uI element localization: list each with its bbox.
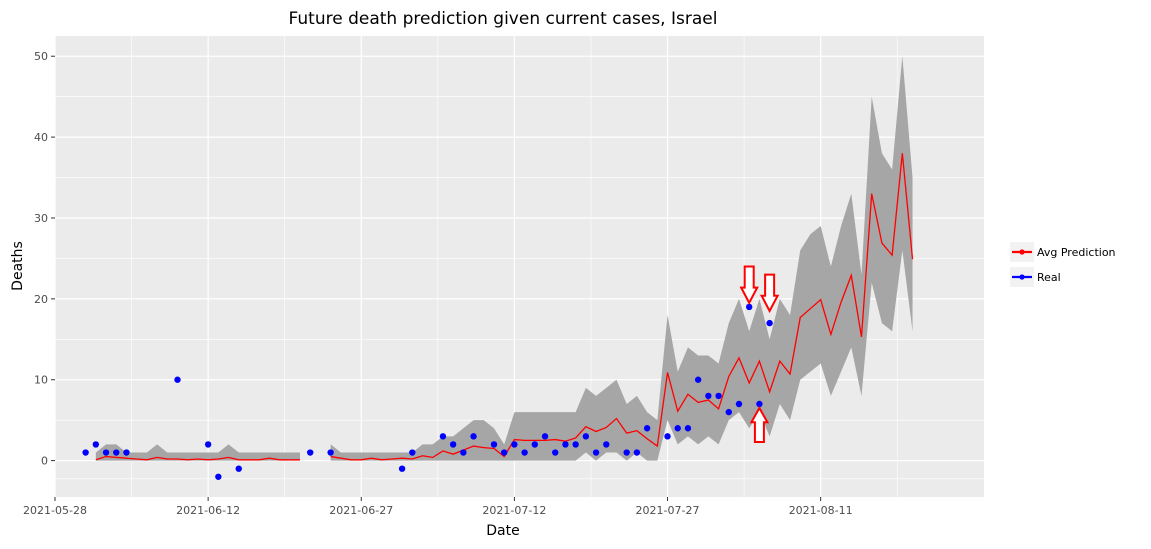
- real-point: [623, 449, 630, 456]
- legend-label: Real: [1037, 271, 1061, 284]
- real-point: [746, 303, 753, 311]
- real-point: [521, 449, 528, 456]
- x-tick-label: 2021-06-12: [176, 504, 240, 517]
- real-point: [511, 441, 518, 448]
- annotation-arrows: [739, 265, 780, 443]
- real-point: [756, 400, 763, 408]
- chart-title: Future death prediction given current ca…: [289, 9, 718, 29]
- y-tick-label: 50: [34, 50, 48, 63]
- real-point: [102, 449, 110, 456]
- real-point: [307, 449, 314, 456]
- legend-key-point: [1019, 274, 1025, 280]
- avg-prediction-line: [330, 153, 914, 461]
- avg-prediction-line: [95, 455, 301, 461]
- real-point: [633, 449, 641, 456]
- real-point: [694, 376, 702, 383]
- y-tick-label: 0: [41, 455, 48, 468]
- y-tick-label: 20: [34, 293, 48, 306]
- real-point: [113, 449, 120, 456]
- real-point: [174, 376, 181, 383]
- real-point: [592, 449, 600, 456]
- prediction-band: [95, 444, 301, 461]
- real-point: [735, 400, 743, 408]
- real-point: [235, 465, 242, 472]
- real-point: [603, 441, 610, 448]
- real-point: [92, 441, 100, 448]
- real-point: [327, 449, 334, 456]
- real-point: [449, 441, 457, 448]
- real-point: [705, 392, 712, 400]
- real-point: [541, 433, 549, 440]
- real-point: [490, 441, 498, 448]
- x-tick-label: 2021-08-11: [789, 504, 853, 517]
- y-tick-label: 10: [34, 374, 48, 387]
- real-point: [460, 449, 467, 456]
- x-tick-label: 2021-07-12: [482, 504, 546, 517]
- y-tick-label: 40: [34, 131, 48, 144]
- real-point: [531, 441, 539, 448]
- up-arrow-icon: [749, 405, 770, 443]
- legend-label: Avg Prediction: [1037, 246, 1116, 259]
- y-tick-labels: 0 10 20 30 40 50: [34, 50, 48, 467]
- real-point: [123, 449, 130, 456]
- real-point: [643, 425, 651, 432]
- axis-ticks: [51, 55, 822, 501]
- down-arrow-icon: [759, 273, 780, 314]
- x-tick-label: 2021-06-27: [329, 504, 393, 517]
- real-point: [562, 441, 569, 448]
- y-tick-label: 30: [34, 212, 48, 225]
- real-points: [82, 303, 773, 480]
- y-axis-title: Deaths: [10, 241, 26, 291]
- real-point: [398, 465, 406, 472]
- prediction-bands: [95, 56, 913, 461]
- real-point: [82, 449, 89, 456]
- real-point: [674, 425, 681, 432]
- real-point: [582, 433, 590, 440]
- real-point: [715, 392, 722, 400]
- real-point: [500, 449, 508, 456]
- real-point: [684, 425, 692, 432]
- real-point: [725, 408, 732, 416]
- legend: Avg Prediction Real: [1010, 242, 1116, 287]
- real-point: [552, 449, 559, 456]
- real-point: [215, 473, 222, 480]
- real-point: [664, 433, 671, 440]
- x-axis-title: Date: [486, 523, 519, 539]
- real-point: [766, 319, 773, 327]
- prediction-lines: [95, 153, 914, 461]
- real-point: [572, 441, 579, 448]
- x-tick-labels: 2021-05-28 2021-06-12 2021-06-27 2021-07-12…: [23, 504, 853, 517]
- x-tick-label: 2021-05-28: [23, 504, 87, 517]
- real-point: [470, 433, 477, 440]
- x-tick-label: 2021-07-27: [636, 504, 700, 517]
- real-point: [409, 449, 416, 456]
- real-point: [204, 441, 212, 448]
- prediction-band: [330, 56, 913, 461]
- down-arrow-icon: [739, 265, 759, 306]
- real-point: [439, 433, 447, 440]
- legend-key-point: [1019, 249, 1025, 255]
